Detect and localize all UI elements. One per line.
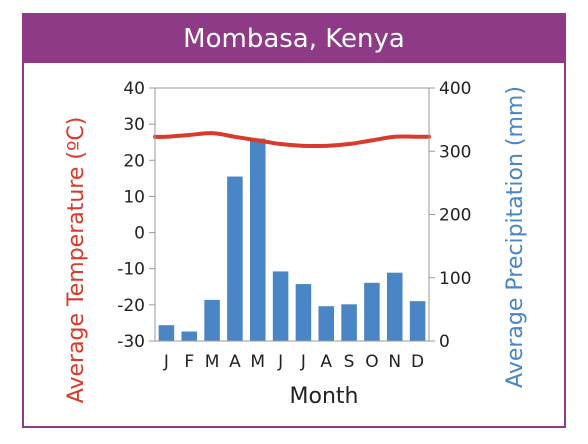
chart-title: Mombasa, Kenya xyxy=(24,15,564,63)
chart-card: Mombasa, Kenya 40 30 20 10 0 -10 -20 -30 400 300… xyxy=(22,13,566,428)
month-label: A xyxy=(320,352,332,372)
precipitation-bar xyxy=(318,306,335,341)
precipitation-bar xyxy=(158,325,175,341)
left-tick-label: -10 xyxy=(117,260,145,280)
month-label: M xyxy=(205,352,220,372)
right-tick-label: 100 xyxy=(439,269,471,289)
month-label: S xyxy=(344,352,355,372)
right-axis-ticks: 400 300 200 100 0 xyxy=(429,79,471,352)
right-tick-label: 0 xyxy=(439,332,450,352)
right-axis-title: Average Precipitation (mm) xyxy=(503,86,528,388)
left-tick-label: -30 xyxy=(117,332,145,352)
right-tick-label: 200 xyxy=(439,206,471,226)
left-tick-label: 20 xyxy=(123,151,145,171)
left-axis-ticks: 40 30 20 10 0 -10 -20 -30 xyxy=(117,79,155,352)
left-axis-title: Average Temperature (ºC) xyxy=(64,117,89,404)
left-tick-label: -20 xyxy=(117,296,145,316)
precipitation-bar xyxy=(386,272,403,341)
month-label: D xyxy=(411,352,424,372)
precipitation-bar xyxy=(409,301,426,341)
x-axis-title: Month xyxy=(290,384,359,409)
precipitation-bar xyxy=(204,299,220,341)
month-label: N xyxy=(388,352,401,372)
precipitation-bar xyxy=(295,284,312,341)
precipitation-bar xyxy=(272,271,289,341)
month-label: J xyxy=(277,352,283,372)
precipitation-bar xyxy=(227,176,243,341)
month-label: M xyxy=(250,352,265,372)
precipitation-bar xyxy=(341,304,357,341)
left-tick-label: 10 xyxy=(123,187,145,207)
temperature-curve xyxy=(153,131,431,149)
month-label: O xyxy=(365,352,378,372)
temperature-line xyxy=(153,131,431,149)
month-label: J xyxy=(300,352,306,372)
left-tick-label: 0 xyxy=(134,224,145,244)
right-tick-label: 300 xyxy=(439,142,471,162)
month-label: J xyxy=(163,352,169,372)
month-label: F xyxy=(184,352,194,372)
precipitation-bar xyxy=(249,138,266,341)
month-label: A xyxy=(229,352,241,372)
precipitation-bars xyxy=(158,138,426,341)
precipitation-bar xyxy=(181,331,198,341)
left-tick-label: 40 xyxy=(123,79,145,99)
right-tick-label: 400 xyxy=(439,79,471,99)
left-tick-label: 30 xyxy=(123,115,145,135)
precipitation-bar xyxy=(364,282,380,341)
